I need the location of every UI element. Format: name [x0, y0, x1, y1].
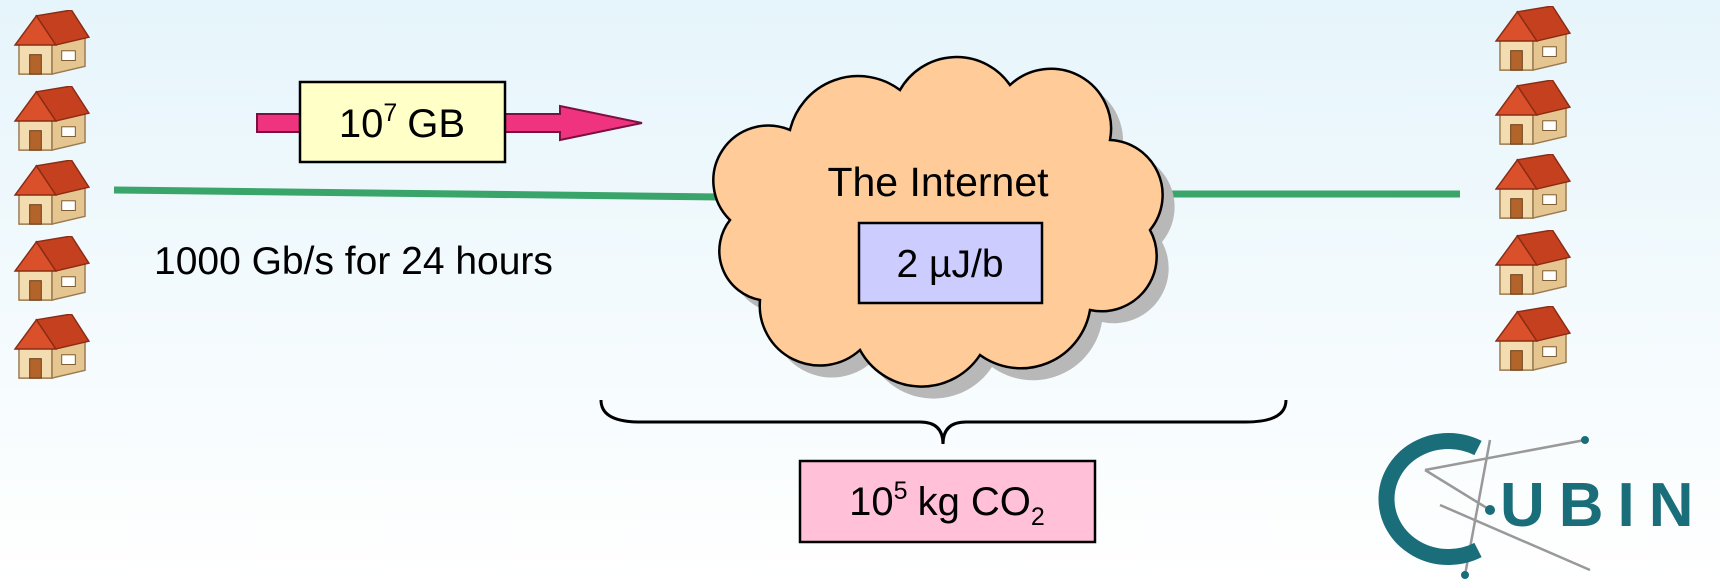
diagram: 107GB 1000 Gb/s for 24 hours The Interne… [0, 0, 1720, 583]
transfer-rate: 1000 Gb/s for 24 hours [154, 240, 553, 283]
base: 10 [339, 102, 384, 146]
logo-text: UBIN [1500, 471, 1708, 540]
emissions-label: 105 kg CO2 [849, 477, 1045, 531]
unit: GB [407, 102, 465, 146]
exponent: 7 [383, 99, 397, 127]
energy-label: 2 µJ/b [896, 243, 1003, 286]
emissions: 105 kg CO2 [800, 461, 1095, 542]
unit: kg CO [918, 480, 1031, 524]
subscript: 2 [1031, 503, 1045, 531]
cloud-label: The Internet [827, 159, 1049, 205]
base: 10 [849, 480, 894, 524]
exponent: 5 [894, 477, 908, 505]
